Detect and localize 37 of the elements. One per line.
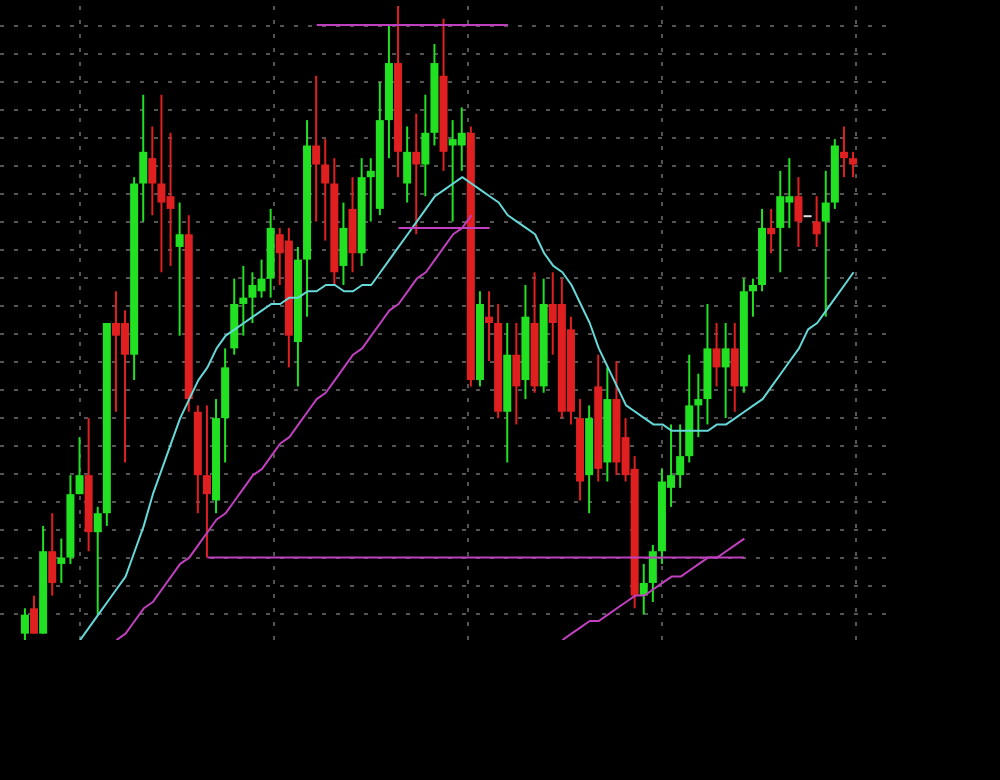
candlestick bbox=[175, 201, 184, 337]
candlestick bbox=[202, 404, 211, 559]
candlestick bbox=[148, 125, 157, 217]
candlestick bbox=[694, 372, 703, 439]
candlestick bbox=[748, 277, 757, 318]
candlestick bbox=[639, 562, 648, 616]
candlestick bbox=[230, 277, 239, 356]
candlestick bbox=[457, 106, 466, 172]
candlestick bbox=[676, 423, 685, 489]
candlestick bbox=[339, 201, 348, 286]
candlestick bbox=[93, 505, 102, 616]
candlestick bbox=[730, 322, 739, 413]
candlestick bbox=[776, 169, 785, 274]
candlestick bbox=[403, 125, 412, 204]
candlestick bbox=[20, 607, 29, 640]
candlestick bbox=[421, 93, 430, 198]
candlestick bbox=[312, 74, 321, 223]
candlestick bbox=[821, 169, 830, 318]
candlestick bbox=[412, 112, 421, 236]
candlestick bbox=[57, 537, 66, 584]
candlestick bbox=[321, 138, 330, 242]
candlestick bbox=[239, 264, 248, 337]
candlestick bbox=[139, 93, 148, 223]
candlestick bbox=[648, 543, 657, 603]
candlestick bbox=[839, 125, 848, 179]
candlestick bbox=[30, 594, 39, 635]
candlestick bbox=[348, 176, 357, 274]
candlestick bbox=[849, 150, 858, 179]
candlestick bbox=[512, 322, 521, 426]
candlestick bbox=[794, 176, 803, 248]
candlestick bbox=[712, 322, 721, 388]
candlestick bbox=[48, 512, 57, 597]
candlestick bbox=[721, 322, 730, 420]
candlestick bbox=[767, 207, 776, 255]
candlestick bbox=[812, 195, 821, 248]
candlestick bbox=[75, 436, 84, 496]
candlestick bbox=[485, 290, 494, 363]
